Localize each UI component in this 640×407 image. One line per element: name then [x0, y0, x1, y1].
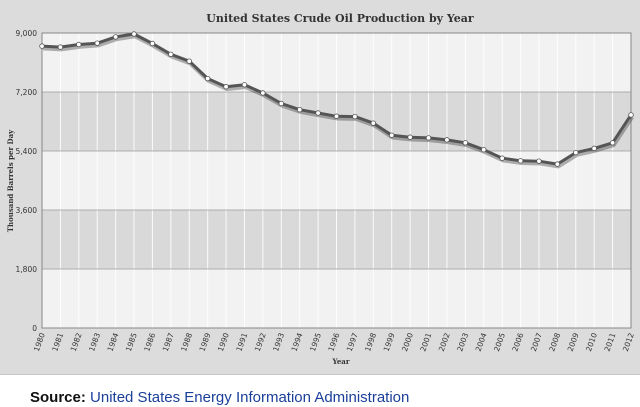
data-point [425, 135, 432, 141]
data-point [131, 31, 137, 37]
data-point [186, 58, 192, 64]
data-point [76, 41, 82, 48]
x-tick-label: 2002 [437, 331, 452, 352]
data-point [333, 113, 340, 119]
data-point [499, 155, 505, 161]
x-tick-label: 1999 [382, 331, 397, 352]
data-point [536, 158, 542, 164]
grid-lines [41, 32, 632, 329]
data-point [481, 146, 487, 153]
x-tick-label: 1982 [69, 331, 84, 352]
x-tick-label: 2005 [492, 331, 507, 352]
x-tick-label: 2010 [584, 331, 599, 352]
chart-title: United States Crude Oil Production by Ye… [206, 12, 474, 25]
x-tick-label: 2001 [418, 331, 433, 352]
y-axis: 0 1,800 3,600 5,400 7,200 9,000 [16, 29, 38, 333]
line-chart: United States Crude Oil Production by Ye… [6, 12, 636, 366]
data-point [149, 40, 156, 47]
x-tick-label: 2004 [474, 331, 489, 352]
data-point [370, 120, 377, 126]
y-tick-label: 5,400 [16, 147, 38, 156]
x-tick-label: 1991 [234, 331, 249, 352]
x-axis: 1980 1981 1982 1983 1984 1985 1986 1987 1988 1989… [32, 331, 636, 352]
data-point [168, 51, 174, 58]
source-line: Source: United States Energy Information… [30, 389, 409, 407]
data-point [112, 34, 119, 40]
x-tick-label: 1994 [290, 331, 305, 352]
data-point [278, 100, 284, 107]
x-tick-label: 2011 [602, 331, 617, 352]
chart-frame: United States Crude Oil Production by Ye… [0, 0, 640, 375]
data-point [223, 84, 229, 90]
y-tick-label: 7,200 [16, 88, 38, 97]
plot-border [41, 32, 632, 329]
x-tick-label: 1992 [253, 331, 268, 352]
x-tick-label: 2007 [529, 331, 544, 352]
y-tick-label: 0 [32, 324, 37, 333]
y-tick-label: 1,800 [16, 265, 38, 274]
data-point [628, 112, 634, 118]
x-axis-label: Year [331, 357, 349, 366]
x-tick-label: 1985 [124, 331, 139, 352]
x-tick-label: 2008 [547, 331, 562, 352]
data-point [554, 161, 561, 167]
y-axis-label: Thousand Barrels per Day [6, 129, 15, 232]
data-point [241, 82, 248, 88]
series-layer [39, 31, 634, 169]
x-tick-label: 1995 [308, 331, 323, 352]
data-point [462, 140, 469, 146]
data-point [94, 40, 100, 46]
data-point [517, 158, 524, 164]
data-point [260, 90, 266, 96]
data-point [296, 106, 303, 113]
x-tick-label: 1983 [87, 331, 102, 352]
data-point [444, 137, 450, 143]
y-tick-label: 9,000 [16, 29, 38, 38]
x-tick-label: 2012 [621, 331, 636, 352]
x-tick-label: 2000 [400, 331, 415, 352]
data-point [591, 145, 597, 152]
x-tick-label: 1993 [271, 331, 286, 352]
data-point [204, 75, 211, 82]
data-point [315, 110, 321, 116]
x-tick-label: 2003 [455, 331, 470, 352]
data-point [407, 134, 413, 140]
x-tick-label: 1984 [106, 331, 121, 352]
data-point [389, 132, 395, 138]
data-point [573, 149, 579, 156]
x-tick-label: 1990 [216, 331, 231, 352]
y-tick-label: 3,600 [16, 206, 38, 215]
x-tick-label: 1988 [179, 331, 194, 352]
x-tick-label: 1980 [32, 331, 47, 352]
x-tick-label: 1981 [50, 331, 65, 352]
x-tick-label: 1986 [142, 331, 157, 352]
data-point [609, 140, 616, 146]
data-point [39, 43, 45, 49]
data-point [57, 44, 64, 50]
x-tick-label: 2006 [510, 331, 525, 352]
data-point [352, 113, 358, 120]
x-tick-label: 1987 [161, 331, 176, 352]
x-tick-label: 1989 [198, 331, 213, 352]
x-tick-label: 1996 [326, 331, 341, 352]
source-label: Source: [30, 389, 86, 406]
x-tick-label: 1997 [345, 331, 360, 352]
source-link[interactable]: United States Energy Information Adminis… [90, 389, 410, 406]
x-tick-label: 1998 [363, 331, 378, 352]
x-tick-label: 2009 [566, 331, 581, 352]
